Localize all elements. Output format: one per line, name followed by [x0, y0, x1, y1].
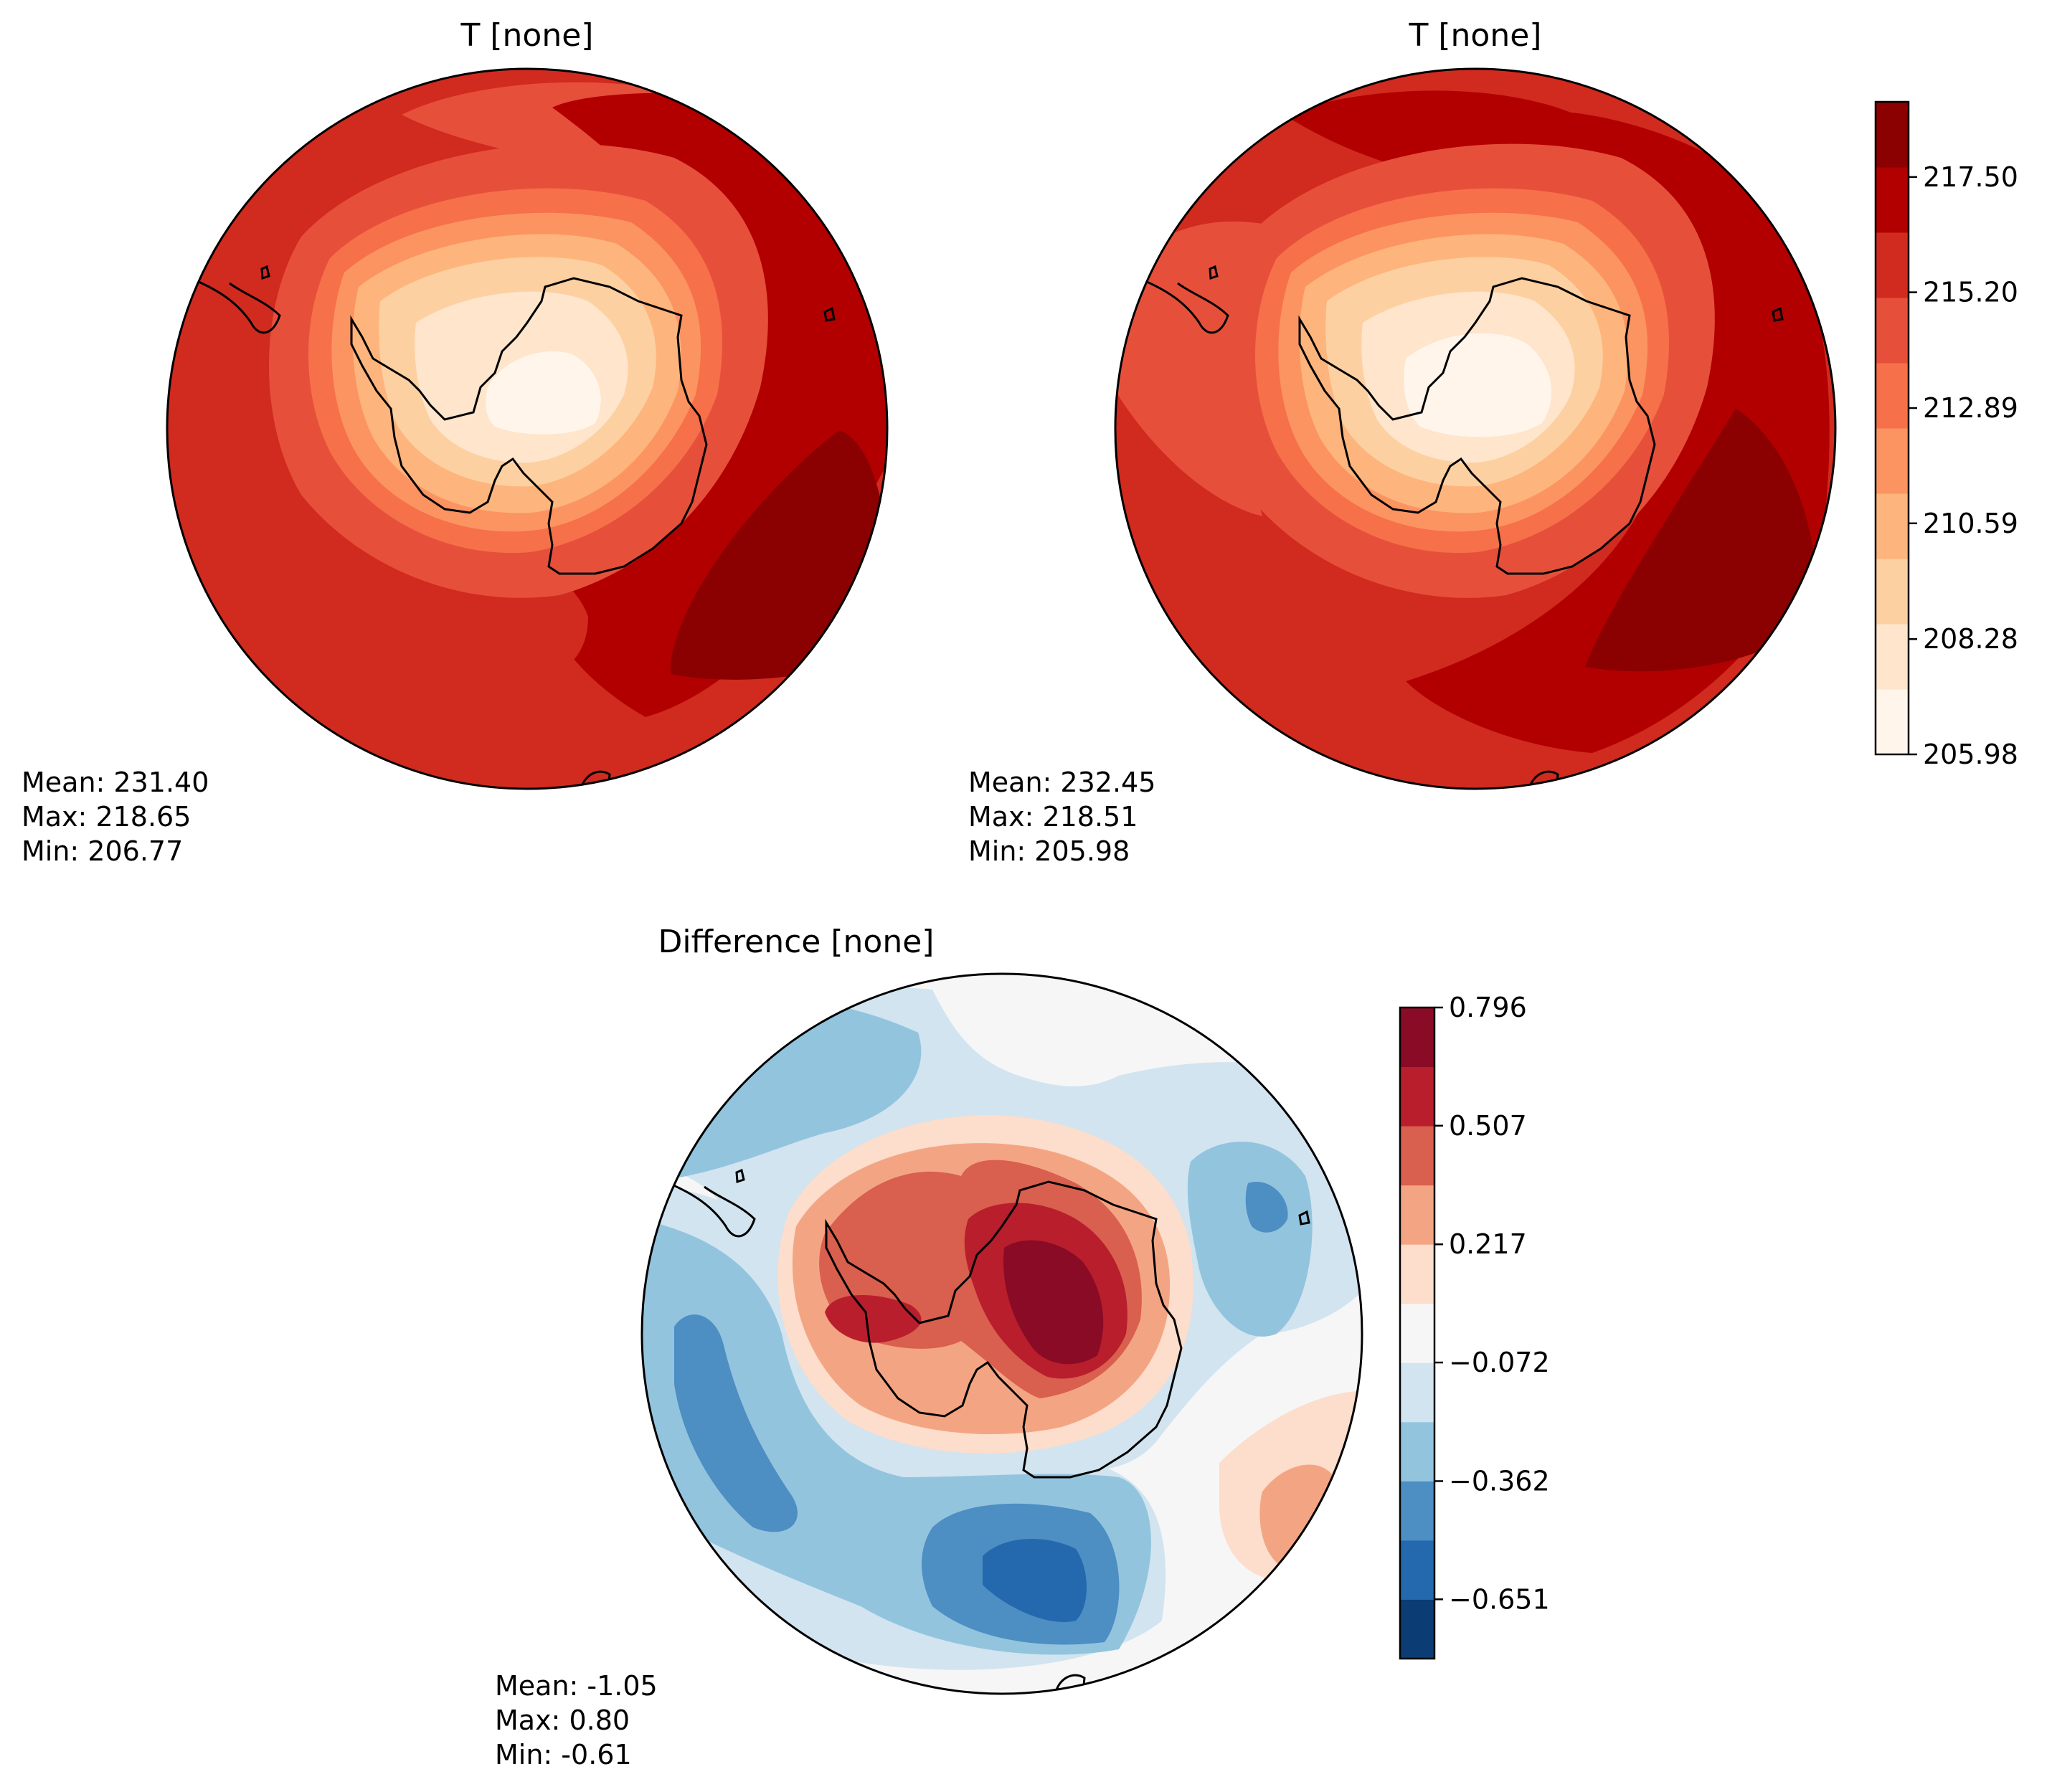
colorbar-segment — [1400, 1421, 1434, 1482]
colorbar-tick-label: −0.072 — [1449, 1347, 1550, 1378]
map-right-stat-min: Min: 205.98 — [968, 835, 1130, 867]
map-left-boundary — [166, 67, 889, 790]
map-panel-difference: Difference [none] — [495, 924, 1550, 1770]
colorbar-segment — [1876, 232, 1909, 298]
colorbar-tick-label: 0.217 — [1449, 1228, 1527, 1260]
map-left-stat-mean: Mean: 231.40 — [22, 767, 209, 798]
colorbar-segment — [1400, 1599, 1434, 1659]
colorbar-segment — [1876, 428, 1909, 494]
colorbar-frame — [1874, 100, 1910, 756]
colorbar-tick-label: 210.59 — [1923, 508, 2018, 539]
colorbar-tick-label: 217.50 — [1923, 161, 2018, 193]
colorbar-tick-label: 208.28 — [1923, 623, 2018, 655]
map-left-contours — [167, 69, 887, 789]
map-left-title: T [none] — [460, 17, 594, 54]
colorbar-segment — [1400, 1244, 1434, 1304]
colorbar-segment — [1400, 1362, 1434, 1423]
colorbar-segment — [1876, 493, 1909, 559]
colorbar-difference: −0.651 −0.362 −0.072 0.217 0.507 0.796 — [1399, 992, 1550, 1660]
map-right-stat-max: Max: 218.51 — [968, 801, 1138, 833]
colorbar-segment — [1876, 363, 1909, 429]
colorbar-segment — [1400, 1540, 1434, 1600]
map-right-contours — [1115, 69, 1835, 789]
colorbar-segment — [1876, 559, 1909, 625]
colorbar-tick-label: 0.796 — [1449, 992, 1527, 1023]
colorbar-segment — [1400, 1303, 1434, 1363]
colorbar-tick-label: 215.20 — [1923, 277, 2018, 308]
map-right-stat-mean: Mean: 232.45 — [968, 767, 1155, 798]
map-difference-title: Difference [none] — [658, 924, 935, 960]
colorbar-segment — [1400, 1126, 1434, 1186]
colorbar-tick-label: −0.651 — [1449, 1583, 1550, 1615]
map-difference-stat-mean: Mean: -1.05 — [495, 1670, 658, 1702]
colorbar-frame — [1399, 1006, 1436, 1660]
map-right-title: T [none] — [1409, 17, 1542, 54]
colorbar-segment — [1400, 1185, 1434, 1245]
colorbar-temperature: 205.98 208.28 210.59 212.89 215.20 217.50 — [1874, 100, 2018, 770]
colorbar-tick-label: 0.507 — [1449, 1110, 1527, 1142]
map-difference-stat-max: Max: 0.80 — [495, 1705, 630, 1736]
colorbar-segment — [1876, 167, 1909, 233]
colorbar-tick-label: 212.89 — [1923, 392, 2018, 424]
colorbar-segment — [1400, 1066, 1434, 1127]
colorbar-segment — [1876, 689, 1909, 755]
colorbar-segment — [1876, 298, 1909, 364]
map-difference-stat-min: Min: -0.61 — [495, 1739, 632, 1770]
map-difference-boundary — [640, 972, 1363, 1695]
map-right-boundary — [1114, 67, 1837, 790]
colorbar-segment — [1876, 624, 1909, 690]
colorbar-segment — [1876, 102, 1909, 168]
map-left-stat-min: Min: 206.77 — [22, 835, 183, 867]
map-panel-right: T [none] Mean: 232.45 Max: 218.51 Min: 2… — [968, 17, 2018, 867]
map-difference-contours — [642, 974, 1362, 1694]
colorbar-segment — [1400, 1481, 1434, 1541]
colorbar-tick-label: −0.362 — [1449, 1465, 1550, 1497]
colorbar-tick-label: 205.98 — [1923, 739, 2018, 770]
map-panel-left: T [none] Mean: 231.40 Max: 218.65 Min: 2… — [22, 17, 889, 867]
map-left-stat-max: Max: 218.65 — [22, 801, 191, 833]
colorbar-segment — [1400, 1008, 1434, 1068]
